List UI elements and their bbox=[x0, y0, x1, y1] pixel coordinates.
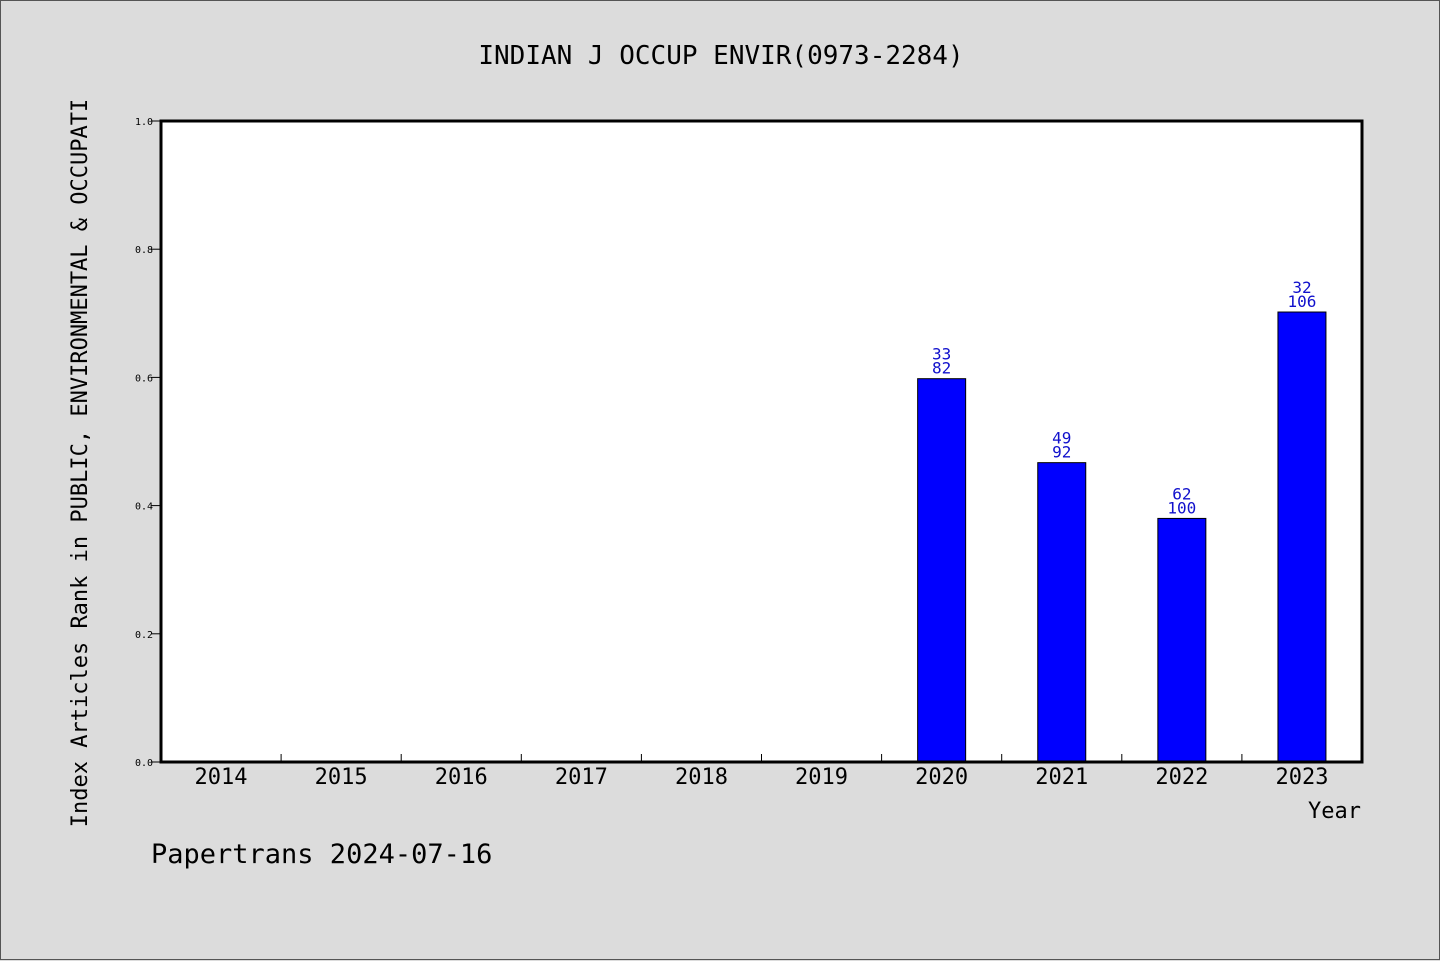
bar-label-bottom: 106 bbox=[1287, 292, 1316, 311]
bar-label-top: 32 bbox=[1292, 278, 1311, 297]
x-tick-label: 2014 bbox=[195, 765, 248, 790]
x-tick-label: 2016 bbox=[435, 765, 488, 790]
y-axis-label: Index Articles Rank in PUBLIC, ENVIRONME… bbox=[68, 99, 93, 827]
y-tick-label: 1.0 bbox=[135, 117, 153, 128]
ticks-layer: 0.0 0.2 0.4 0.6 0.8 1.0 2014 2015 2016 2017 2018 20… bbox=[135, 117, 1329, 790]
y-tick-label: 0.6 bbox=[135, 373, 153, 384]
x-axis-label: Year bbox=[1308, 799, 1361, 824]
bar-label-bottom: 82 bbox=[932, 359, 951, 378]
x-tick-label: 2022 bbox=[1155, 765, 1208, 790]
x-tick-label: 2017 bbox=[555, 765, 608, 790]
bar-2020 bbox=[917, 378, 967, 763]
bar-2023 bbox=[1277, 311, 1327, 763]
bar-2021 bbox=[1037, 462, 1087, 763]
bar-label-bottom: 100 bbox=[1167, 498, 1196, 517]
x-tick-label: 2020 bbox=[915, 765, 968, 790]
y-tick-label: 0.4 bbox=[135, 502, 153, 513]
chart-title: INDIAN J OCCUP ENVIR(0973-2284) bbox=[478, 41, 963, 71]
footer-credit: Papertrans 2024-07-16 bbox=[151, 839, 492, 870]
bar-2022 bbox=[1157, 517, 1207, 763]
x-tick-label: 2021 bbox=[1035, 765, 1088, 790]
bar-label-top: 33 bbox=[932, 345, 951, 364]
bar-label-bottom: 92 bbox=[1052, 443, 1071, 462]
y-tick-label: 0.0 bbox=[135, 758, 153, 769]
bar-label-top: 62 bbox=[1172, 484, 1191, 503]
y-tick-label: 0.2 bbox=[135, 630, 153, 641]
x-tick-label: 2019 bbox=[795, 765, 848, 790]
plot-border bbox=[159, 119, 1364, 764]
y-tick-label: 0.8 bbox=[135, 245, 153, 256]
bar-label-top: 49 bbox=[1052, 429, 1071, 448]
x-tick-label: 2015 bbox=[315, 765, 368, 790]
x-tick-label: 2023 bbox=[1275, 765, 1328, 790]
x-tick-label: 2018 bbox=[675, 765, 728, 790]
